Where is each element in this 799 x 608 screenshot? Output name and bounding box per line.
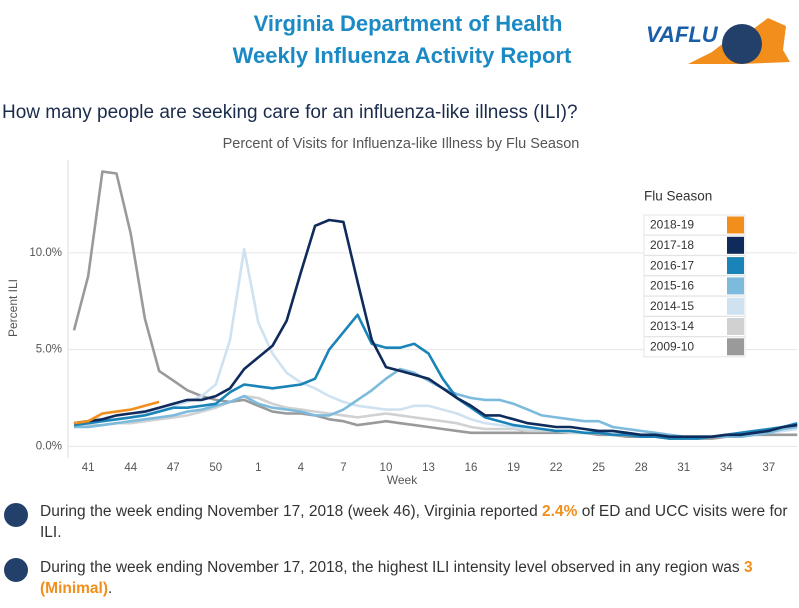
x-tick-label: 47 <box>167 462 180 474</box>
note-text: During the week ending November 17, 2018… <box>40 559 744 576</box>
note-highlight: 2.4% <box>542 503 578 520</box>
logo-text: VAFLU <box>646 22 719 47</box>
legend-label: 2015-16 <box>650 279 694 293</box>
legend-swatch <box>727 257 744 275</box>
note: During the week ending November 17, 2018… <box>40 557 792 599</box>
legend-label: 2018-19 <box>650 218 694 232</box>
legend-swatch <box>727 216 744 234</box>
series-line <box>73 218 798 438</box>
logo-virus <box>722 24 762 64</box>
legend-label: 2017-18 <box>650 238 694 252</box>
chart-title: Percent of Visits for Influenza-like Ill… <box>223 136 580 152</box>
note: During the week ending November 17, 2018… <box>40 501 792 543</box>
legend-swatch <box>727 236 744 254</box>
legend-swatch <box>727 338 744 356</box>
x-tick-label: 22 <box>550 462 563 474</box>
legend-title: Flu Season <box>644 189 712 204</box>
legend-label: 2016-17 <box>650 258 694 272</box>
question: How many people are seeking care for an … <box>2 102 578 123</box>
legend-label: 2009-10 <box>650 339 694 353</box>
note-text: During the week ending November 17, 2018… <box>40 503 543 520</box>
note-highlight: 3 (Minimal) <box>40 559 753 597</box>
y-axis-label: Percent ILI <box>6 279 20 337</box>
series-line <box>73 313 798 440</box>
y-tick-label: 10.0% <box>29 247 62 259</box>
note-icon <box>4 503 28 527</box>
note-text: of ED and UCC visits were for ILI. <box>40 503 788 541</box>
note-icon <box>4 558 28 582</box>
title-line: Virginia Department of Health <box>254 11 563 36</box>
legend-box <box>643 336 746 358</box>
x-axis-label: Week <box>387 473 418 487</box>
x-tick-label: 13 <box>422 462 435 474</box>
x-tick-label: 34 <box>720 462 733 474</box>
x-tick-label: 25 <box>592 462 605 474</box>
logo: VAFLU <box>646 18 790 64</box>
legend-swatch <box>727 277 744 295</box>
legend-label: 2014-15 <box>650 299 694 313</box>
x-tick-label: 16 <box>465 462 478 474</box>
x-tick-label: 44 <box>124 462 137 474</box>
x-tick-label: 31 <box>677 462 690 474</box>
legend-label: 2013-14 <box>650 319 694 333</box>
title-line: Weekly Influenza Activity Report <box>233 43 572 68</box>
x-tick-label: 28 <box>635 462 648 474</box>
legend-swatch <box>727 318 744 335</box>
legend-swatch <box>727 297 744 315</box>
x-tick-label: 4 <box>298 462 305 474</box>
y-tick-label: 5.0% <box>36 344 62 356</box>
x-tick-label: 37 <box>762 462 775 474</box>
x-tick-label: 1 <box>255 462 261 474</box>
x-tick-label: 10 <box>380 462 393 474</box>
y-tick-label: 0.0% <box>36 440 62 452</box>
x-tick-label: 7 <box>340 462 346 474</box>
series-line <box>73 400 160 425</box>
x-tick-label: 50 <box>209 462 222 474</box>
x-tick-label: 41 <box>82 462 95 474</box>
x-tick-label: 19 <box>507 462 520 474</box>
note-text: . <box>108 580 113 597</box>
